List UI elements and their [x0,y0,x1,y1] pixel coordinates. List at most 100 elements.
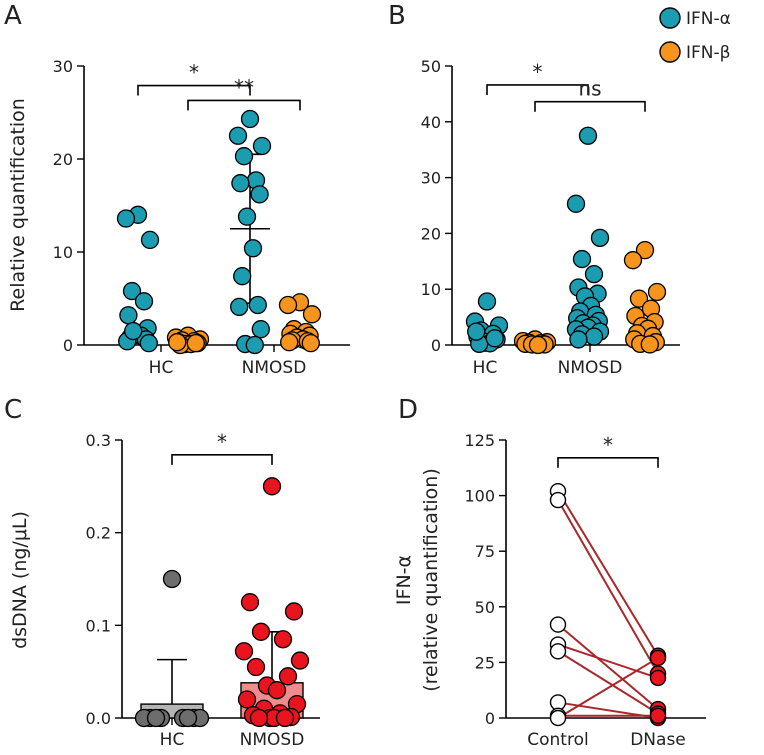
panel-c-xlabel-nmosd: NMOSD [240,730,305,750]
panel-a-point-ifn-beta-nmosd [278,295,298,315]
panel-c-point-nmosd [275,708,295,728]
panel-letter-d: D [398,395,418,425]
panel-c-ytick-label: 0.3 [86,431,111,450]
panel-b-point-ifn-alpha-nmosd [578,126,598,145]
panel-c-point-nmosd [237,690,257,709]
panel-a-ylabel: Relative quantification [7,98,29,312]
panel-b-point-ifn-beta-nmosd [635,240,655,260]
panel-d-ylabel-line2: (relative quantification) [420,468,442,692]
panel-a-point-ifn-alpha-nmosd [240,109,260,129]
panel-a-chart: Relative quantification HC NMOSD 0 10 20 30… [7,57,350,378]
panel-d-pair-line [557,650,659,715]
panel-c-point-nmosd [262,477,282,496]
panel-b-ytick-label: 30 [421,169,441,188]
panel-a-ytick-label: 30 [53,57,73,76]
legend-marker-ifn-beta [659,41,681,63]
panel-a-sig-label: ** [234,75,254,99]
panel-a-point-ifn-beta-nmosd [301,333,320,353]
panel-a-point-ifn-alpha-hc [119,306,138,325]
panel-d-point-control [549,616,567,633]
panel-a-point-ifn-beta-hc [168,333,187,352]
panel-d-point-dnase [649,707,667,724]
panel-b-xlabel-nmosd: NMOSD [558,358,623,378]
panel-a-ytick-label: 10 [53,243,73,262]
panel-b-point-ifn-beta-nmosd [623,251,643,270]
panel-d-point-control [549,643,567,660]
panel-a-point-ifn-alpha-nmosd [248,295,267,315]
panel-a-point-ifn-alpha-nmosd [228,126,248,145]
panel-a-ytick-label: 0 [63,336,73,355]
panel-a-point-ifn-alpha-nmosd [231,174,250,193]
panel-a-point-ifn-alpha-hc [116,209,136,228]
panel-letter-c: C [4,395,22,425]
panel-letter-b: B [388,1,406,31]
panel-b-ytick-label: 20 [421,224,441,243]
panel-d-xlabel-dnase: DNase [630,730,686,750]
panel-c-point-nmosd [240,593,260,612]
panel-c-ylabel: dsDNA (ng/μL) [9,511,31,649]
panel-b-point-ifn-beta-nmosd [629,289,649,308]
panel-b-point-ifn-alpha-nmosd [572,249,592,269]
panel-b-xlabel-hc: HC [473,358,498,378]
panel-b-sig-label: ns [578,77,601,101]
panel-d-chart: IFN-α (relative quantification) Control … [393,431,706,750]
panel-d-sig-bracket [557,456,659,468]
panel-a-point-ifn-alpha-hc [124,321,143,341]
panel-c-chart: dsDNA (ng/μL) HC NMOSD 0.0 0.1 0.2 0.3 * [9,430,320,750]
panel-b-sig-bracket [534,100,646,112]
panel-b-point-ifn-beta-hc [528,335,548,355]
panel-c-ytick-label: 0.2 [86,524,111,543]
panel-d-sig-label: * [603,433,613,457]
panel-a-xlabel-hc: HC [149,358,174,378]
panel-a-sig-bracket [187,99,301,111]
panel-d-ytick-label: 100 [464,487,495,506]
panel-b-point-ifn-alpha-nmosd [569,330,588,349]
panel-b-point-ifn-alpha-nmosd [566,194,586,213]
panel-d-point-control [549,709,567,727]
panel-b-point-ifn-alpha-hc [467,322,486,341]
panel-a-ytick-label: 20 [53,150,73,169]
panel-a-point-ifn-alpha-nmosd [251,320,270,339]
panel-a-point-ifn-alpha-nmosd [234,147,254,166]
panel-a-point-ifn-alpha-nmosd [230,297,249,317]
panel-a-point-ifn-alpha-hc [122,281,142,301]
panel-a-point-ifn-alpha-nmosd [243,239,263,258]
panel-a-point-ifn-beta-nmosd [302,305,322,324]
panel-c-point-nmosd [284,602,304,621]
panel-a-xlabel-nmosd: NMOSD [242,358,307,378]
panel-b-point-ifn-alpha-nmosd [590,228,610,248]
panel-b-sig-label: * [533,60,543,84]
panel-b-point-ifn-beta-nmosd [640,335,659,354]
panel-c-point-nmosd [251,622,271,641]
panel-c-point-nmosd [278,667,298,686]
panel-a-point-ifn-alpha-hc [139,333,158,353]
legend-marker-ifn-alpha [659,7,681,29]
panel-c-ytick-label: 0.0 [86,709,111,728]
panel-a-point-ifn-alpha-nmosd [245,335,264,355]
panel-a-point-ifn-alpha-nmosd [250,185,269,204]
panel-b-sig-bracket [486,84,589,95]
panel-a-point-ifn-alpha-nmosd [233,267,252,286]
panel-c-point-nmosd [273,630,293,649]
panel-c-sig-bracket [171,454,273,465]
panel-d-pair-line [557,657,659,719]
panel-c-point-nmosd [234,642,254,661]
panel-d-ytick-label: 25 [475,653,495,672]
panel-d-ylabel-line1: IFN-α [393,555,415,605]
legend-label-ifn-alpha: IFN-α [686,9,731,29]
panel-d-pair-line [557,623,659,710]
panel-d-ytick-label: 0 [485,709,495,728]
panel-b-ytick-label: 40 [421,113,441,132]
panel-c-point-nmosd [249,708,269,728]
panel-a-point-ifn-alpha-hc [140,230,160,250]
panel-c-point-hc [162,569,182,589]
panel-d-ytick-label: 125 [464,431,495,450]
panel-a-point-ifn-beta-hc [186,333,205,353]
panel-b-point-ifn-alpha-hc [477,292,497,311]
panel-b-ytick-label: 10 [421,280,441,299]
panel-c-point-nmosd [267,681,287,700]
panel-d-point-dnase [649,649,667,667]
panel-b-chart: HC NMOSD 0 10 20 30 40 50 * ns [421,57,680,378]
panel-a-point-ifn-alpha-nmosd [237,207,257,226]
